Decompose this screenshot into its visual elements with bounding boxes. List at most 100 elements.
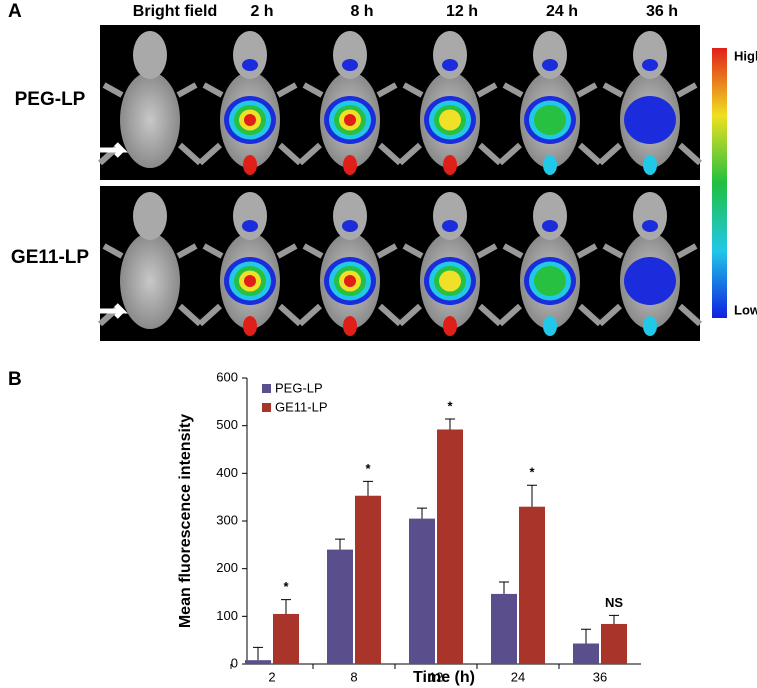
mouse-legs — [197, 82, 303, 166]
signal — [244, 114, 256, 126]
signal — [642, 59, 658, 71]
mouse-head — [433, 192, 467, 240]
y-tick-label: 600 — [216, 369, 238, 384]
x-tick-label: 12 — [429, 669, 443, 684]
signal — [439, 109, 461, 131]
mouse-legs — [497, 243, 603, 327]
arrow — [100, 303, 129, 319]
mouse-head — [433, 31, 467, 79]
mouse-body — [120, 233, 180, 329]
row-label: PEG-LP — [15, 89, 86, 110]
y-tick-label: 100 — [216, 608, 238, 623]
mouse-head — [233, 31, 267, 79]
annotation: * — [365, 461, 371, 476]
signal — [439, 270, 461, 292]
mouse — [497, 192, 603, 336]
annotation: * — [447, 398, 453, 413]
mouse — [97, 31, 203, 168]
annotation: * — [529, 465, 535, 480]
error-bar — [527, 484, 537, 507]
mouse-legs — [297, 243, 403, 327]
mouse-head — [533, 192, 567, 240]
mouse-legs — [297, 82, 403, 166]
error-bar — [281, 599, 291, 614]
scale-label: Low — [734, 302, 757, 317]
signal — [343, 316, 357, 336]
panel-label: A — [8, 1, 22, 22]
bar — [573, 643, 599, 664]
error-bar — [417, 507, 427, 519]
annotation: NS — [605, 595, 623, 610]
column-header: 2 h — [250, 3, 273, 20]
mouse — [497, 31, 603, 175]
bar — [355, 495, 381, 664]
column-header: Bright field — [133, 3, 217, 20]
mouse-head — [333, 192, 367, 240]
mouse — [397, 192, 503, 336]
mouse — [97, 192, 203, 329]
bar — [601, 623, 627, 664]
legend-label: PEG-LP — [275, 380, 323, 395]
signal — [442, 59, 458, 71]
image-row — [100, 25, 700, 180]
scale-label: High — [734, 48, 757, 63]
error-bar — [253, 646, 263, 661]
bar — [437, 429, 463, 664]
signal — [643, 316, 657, 336]
mouse-images — [97, 31, 703, 336]
signal — [243, 316, 257, 336]
signal — [543, 155, 557, 175]
signal — [534, 105, 566, 135]
signal — [542, 220, 558, 232]
error-bar — [363, 480, 373, 496]
mouse-legs — [197, 243, 303, 327]
error-bar — [499, 581, 509, 594]
signal — [343, 155, 357, 175]
error-bar — [335, 538, 345, 550]
signal — [624, 257, 676, 305]
mouse-legs — [597, 243, 703, 327]
color-scale — [712, 48, 727, 318]
mouse-legs — [97, 243, 203, 327]
signal — [443, 155, 457, 175]
y-tick-label: 300 — [216, 512, 238, 527]
mouse — [197, 192, 303, 336]
bar — [491, 593, 517, 664]
x-axis-label: Time (h) — [413, 669, 475, 686]
mouse — [597, 192, 703, 336]
signal — [642, 220, 658, 232]
panel-label: B — [8, 369, 22, 390]
image-row — [100, 186, 700, 341]
mouse-head — [633, 192, 667, 240]
legend-label: GE11-LP — [275, 399, 328, 414]
mouse-head — [133, 192, 167, 240]
column-header: 8 h — [350, 3, 373, 20]
signal — [534, 266, 566, 296]
bar — [519, 506, 545, 664]
x-tick-label: 36 — [593, 669, 607, 684]
mouse — [297, 31, 403, 175]
mouse-legs — [397, 243, 503, 327]
y-tick-label: 0 — [231, 655, 238, 670]
mouse-legs — [397, 82, 503, 166]
error-bar — [581, 628, 591, 644]
bar — [327, 549, 353, 664]
mouse — [297, 192, 403, 336]
signal — [242, 59, 258, 71]
x-tick-label: 8 — [350, 669, 357, 684]
mouse — [397, 31, 503, 175]
mouse — [597, 31, 703, 175]
signal — [624, 96, 676, 144]
x-tick-label: 2 — [268, 669, 275, 684]
mouse — [197, 31, 303, 175]
signal — [543, 316, 557, 336]
legend-swatch — [262, 384, 271, 393]
bar-chart: 0 100 200 300 400 500 600 Mean fluorescence int… — [177, 369, 641, 686]
legend-swatch — [262, 403, 271, 412]
signal — [242, 220, 258, 232]
signal — [342, 220, 358, 232]
error-bar — [445, 418, 455, 430]
signal — [643, 155, 657, 175]
mouse-legs — [497, 82, 603, 166]
